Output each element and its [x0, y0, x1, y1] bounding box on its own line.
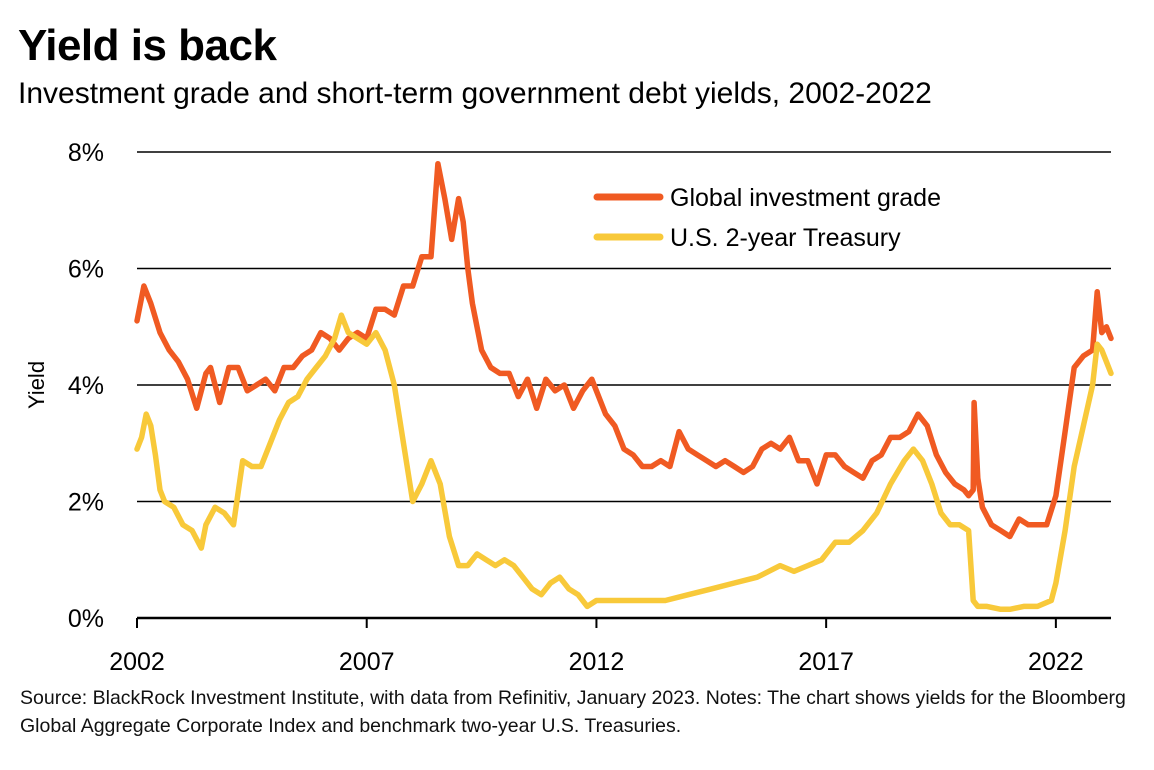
y-tick-label: 4% — [68, 372, 104, 400]
y-axis-label: Yield — [24, 361, 49, 409]
x-tick-label: 2012 — [569, 648, 625, 676]
x-axis: 2002 2007 2012 2017 2022 — [109, 616, 1111, 676]
y-tick-label: 0% — [68, 605, 104, 633]
legend: Global investment grade U.S. 2-year Treas… — [593, 184, 941, 252]
x-tick-label: 2022 — [1028, 648, 1084, 676]
legend-label: Global investment grade — [670, 184, 941, 212]
chart-subtitle: Investment grade and short-term governme… — [18, 77, 932, 110]
chart-title: Yield is back — [18, 21, 277, 70]
source-note: Source: BlackRock Investment Institute, … — [20, 687, 1126, 737]
series-line-global-investment-grade — [134, 160, 1114, 540]
x-tick-label: 2002 — [109, 648, 165, 676]
y-tick-label: 2% — [68, 489, 104, 517]
gridlines — [137, 151, 1111, 503]
y-axis-ticks: 0% 2% 4% 6% 8% — [68, 139, 104, 633]
x-tick-label: 2007 — [339, 648, 395, 676]
x-tick-label: 2017 — [798, 648, 854, 676]
y-tick-label: 8% — [68, 139, 104, 167]
series-line-us-2-year-treasury — [134, 312, 1114, 613]
line-chart: 0% 2% 4% 6% 8% Yield 2002 2007 2012 2017 2022 Gl… — [24, 139, 1114, 676]
y-tick-label: 6% — [68, 256, 104, 284]
legend-label: U.S. 2-year Treasury — [670, 224, 901, 252]
series-lines — [134, 160, 1114, 613]
